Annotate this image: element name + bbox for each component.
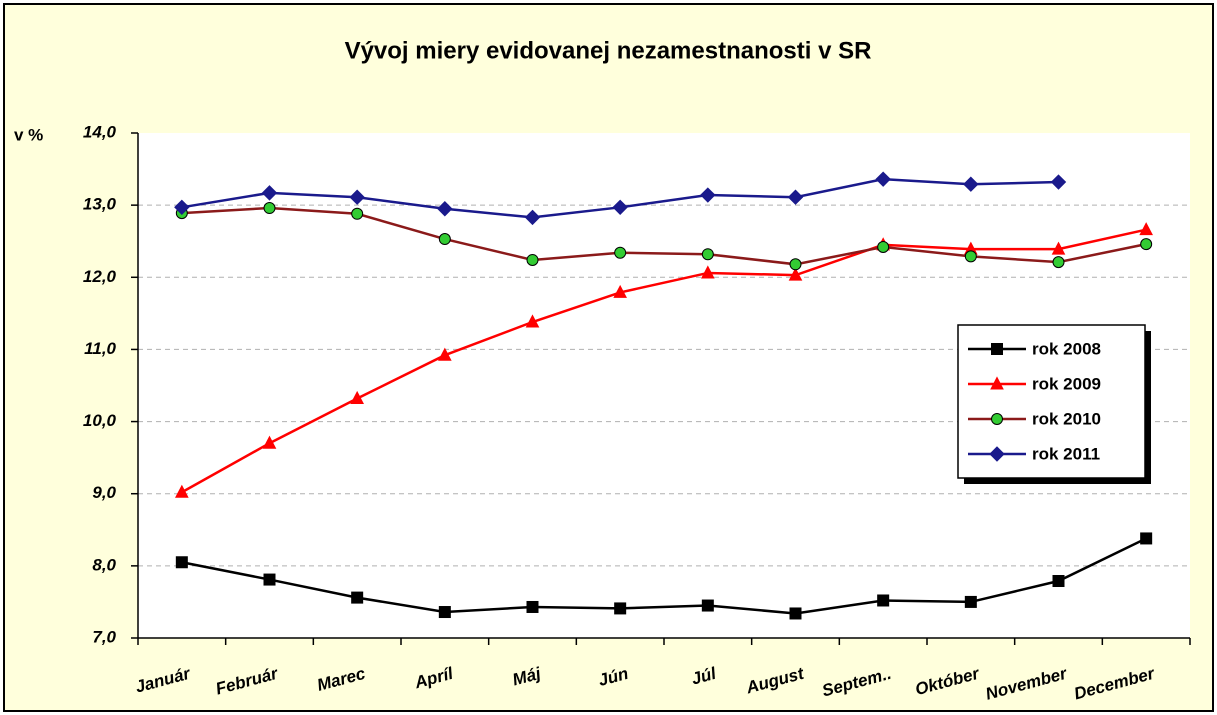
marker bbox=[963, 176, 979, 192]
legend-marker bbox=[991, 343, 1003, 355]
marker bbox=[614, 246, 627, 259]
marker bbox=[438, 233, 451, 246]
y-tick-label: 13,0 bbox=[83, 195, 117, 214]
marker bbox=[351, 591, 364, 604]
marker bbox=[526, 253, 539, 266]
y-tick-label: 8,0 bbox=[92, 555, 116, 574]
marker bbox=[614, 602, 627, 615]
marker bbox=[262, 435, 277, 449]
marker bbox=[261, 185, 278, 201]
series-line bbox=[181, 228, 1147, 494]
marker bbox=[701, 248, 714, 261]
marker bbox=[438, 347, 452, 361]
y-tick-label: 12,0 bbox=[83, 267, 117, 286]
marker bbox=[700, 187, 716, 203]
marker bbox=[964, 595, 977, 608]
y-tick-label: 10,0 bbox=[83, 411, 117, 430]
marker bbox=[438, 606, 451, 619]
marker bbox=[263, 573, 276, 586]
marker bbox=[437, 201, 453, 217]
marker bbox=[175, 484, 189, 498]
y-axis-label: v % bbox=[14, 125, 43, 144]
marker bbox=[263, 202, 276, 215]
marker bbox=[701, 599, 714, 612]
marker bbox=[964, 250, 977, 263]
marker bbox=[524, 209, 541, 226]
legend-label: rok 2009 bbox=[1032, 374, 1101, 393]
marker bbox=[787, 189, 804, 205]
y-tick-label: 11,0 bbox=[84, 339, 116, 358]
marker bbox=[1051, 241, 1066, 255]
marker bbox=[788, 267, 803, 281]
marker bbox=[1052, 575, 1065, 588]
legend-box bbox=[957, 324, 1146, 479]
marker bbox=[350, 390, 364, 404]
legend-label: rok 2011 bbox=[1032, 444, 1100, 463]
marker bbox=[526, 600, 539, 613]
marker bbox=[612, 199, 628, 216]
marker bbox=[789, 258, 802, 271]
marker bbox=[613, 284, 627, 298]
marker bbox=[877, 594, 890, 607]
marker bbox=[1139, 222, 1153, 236]
marker bbox=[1140, 532, 1153, 545]
marker bbox=[877, 240, 890, 253]
series-line bbox=[181, 206, 1147, 266]
marker bbox=[1050, 174, 1067, 190]
marker bbox=[1052, 256, 1065, 269]
series-line bbox=[181, 537, 1147, 615]
legend-marker bbox=[991, 413, 1003, 425]
legend-marker bbox=[989, 446, 1005, 462]
y-tick-label: 14,0 bbox=[83, 122, 117, 141]
marker bbox=[789, 607, 802, 620]
marker bbox=[174, 199, 190, 216]
chart-title: Vývoj miery evidovanej nezamestnanosti v… bbox=[345, 37, 872, 64]
y-tick-label: 9,0 bbox=[92, 483, 116, 502]
marker bbox=[351, 207, 364, 220]
marker bbox=[875, 171, 891, 187]
legend-marker bbox=[990, 376, 1004, 390]
marker bbox=[701, 265, 715, 279]
y-tick-label: 7,0 bbox=[92, 627, 116, 646]
marker bbox=[1140, 238, 1153, 251]
legend-label: rok 2010 bbox=[1032, 409, 1101, 428]
legend: rok 2008 rok 2009 rok 2010 rok 2011 bbox=[957, 324, 1146, 479]
marker bbox=[525, 314, 540, 328]
marker bbox=[349, 189, 365, 205]
legend-label: rok 2008 bbox=[1032, 339, 1101, 358]
marker bbox=[175, 556, 188, 569]
